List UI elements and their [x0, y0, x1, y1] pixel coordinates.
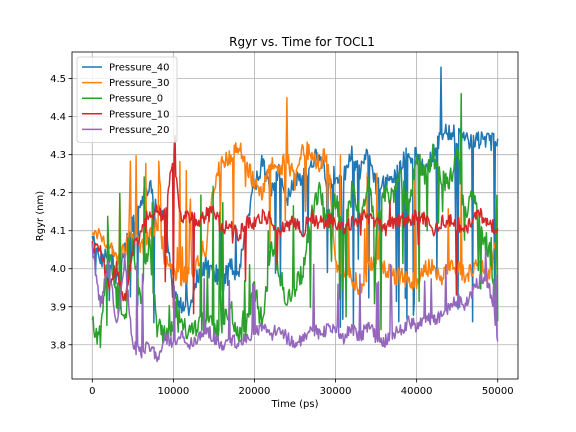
- series-line-pressure-20: [91, 244, 499, 363]
- legend-label: Pressure_30: [109, 78, 169, 89]
- x-tick-label: 50000: [482, 386, 514, 397]
- series-line-pressure-30: [91, 96, 499, 296]
- legend-label: Pressure_40: [109, 63, 169, 74]
- legend: Pressure_40 Pressure_30 Pressure_0 Pressure…: [76, 56, 178, 143]
- series-line-pressure-0: [91, 93, 499, 349]
- y-tick-label: 4.5: [50, 74, 66, 85]
- series-layer: [91, 66, 499, 363]
- chart-title: Rgyr vs. Time for TOCL1: [229, 35, 375, 49]
- legend-label: Pressure_20: [109, 125, 169, 136]
- y-tick-label: 3.9: [50, 302, 66, 313]
- y-tick-label: 4.3: [50, 150, 66, 161]
- x-axis-label: Time (ps): [270, 399, 318, 410]
- x-tick-label: 40000: [401, 386, 433, 397]
- legend-box: [76, 56, 178, 143]
- y-axis-label: Rgyr (nm): [35, 191, 46, 241]
- x-tick-label: 0: [89, 386, 95, 397]
- x-tick-label: 30000: [320, 386, 352, 397]
- y-tick-label: 4.4: [50, 112, 66, 123]
- legend-label: Pressure_10: [109, 109, 169, 120]
- y-tick-label: 4.1: [50, 226, 66, 237]
- series-line-pressure-10: [91, 134, 499, 315]
- ticks: 0 10000 20000 30000 40000 50000 3.8 3.9 4.0 4.1 4.…: [50, 74, 514, 397]
- plot-frame: [71, 51, 519, 380]
- legend-label: Pressure_0: [109, 94, 163, 105]
- y-tick-label: 4.2: [50, 188, 66, 199]
- y-tick-label: 4.0: [50, 264, 66, 275]
- x-tick-label: 10000: [157, 386, 189, 397]
- y-tick-label: 3.8: [50, 340, 66, 351]
- x-tick-label: 20000: [239, 386, 271, 397]
